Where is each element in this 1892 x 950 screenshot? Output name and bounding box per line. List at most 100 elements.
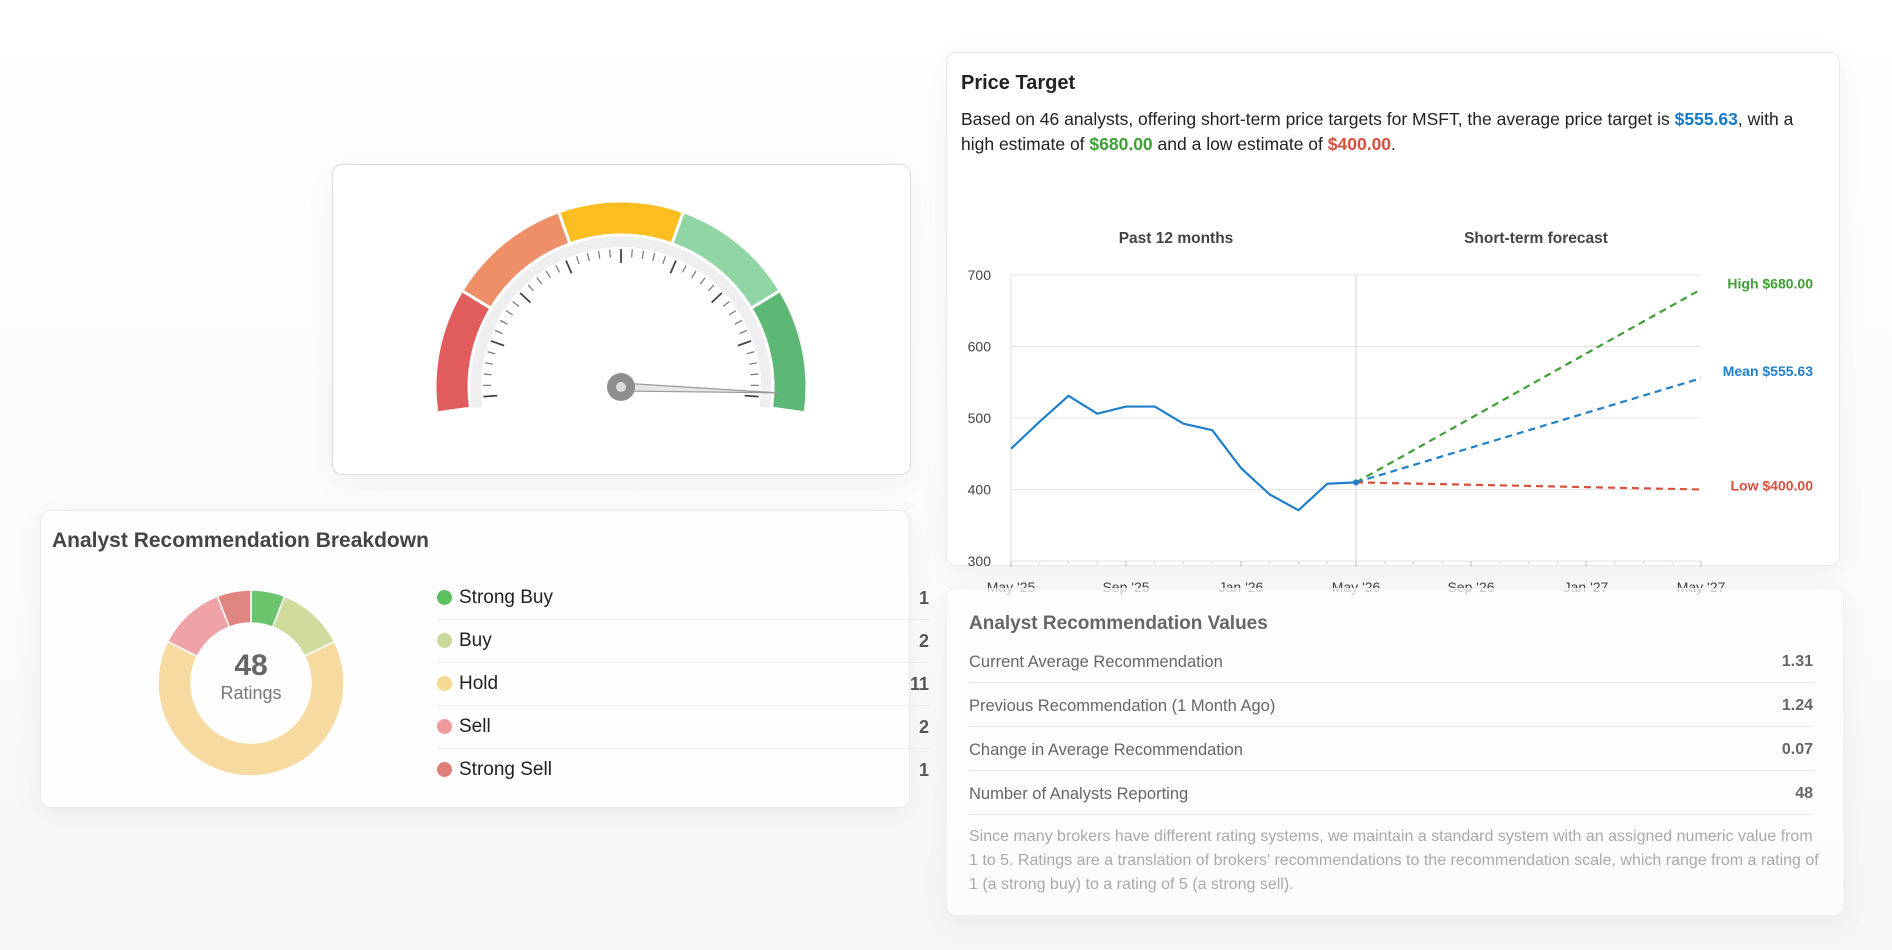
gauge-tick — [746, 351, 755, 355]
gauge-tick — [691, 270, 697, 279]
price-target-chart: Past 12 months Short-term forecast 300 400 5… — [968, 230, 1814, 595]
gauge-tick — [750, 373, 759, 376]
legend-count: 11 — [909, 674, 929, 694]
table-row: Change in Average Recommendation 0.07 — [969, 727, 1813, 771]
gauge-tick — [728, 310, 737, 316]
forecast-label: Low $400.00 — [1731, 478, 1814, 494]
desc-text: Based on 46 analysts, offering short-ter… — [961, 109, 1675, 129]
donut-slice — [216, 589, 252, 629]
forecast-line — [1355, 377, 1702, 484]
gauge-segment — [748, 288, 809, 415]
legend-label: Hold — [459, 673, 499, 694]
forecast-line — [1355, 481, 1702, 491]
price-target-title: Price Target — [961, 72, 1076, 94]
price-target-description: Based on 46 analysts, offering short-ter… — [961, 107, 1831, 157]
legend-count: 2 — [918, 717, 929, 737]
gauge-tick — [490, 340, 505, 347]
y-tick-label: 300 — [968, 553, 992, 569]
gauge-tick — [699, 277, 706, 285]
gauge-tick — [485, 362, 494, 365]
row-value: 1.24 — [1781, 697, 1813, 714]
gauge-tick — [734, 319, 743, 325]
values-title: Analyst Recommendation Values — [969, 613, 1268, 634]
legend-item-sell: Sell 2 — [437, 706, 929, 749]
table-row: Current Average Recommendation 1.31 — [969, 639, 1813, 683]
gauge-tick — [631, 249, 633, 258]
recommendation-breakdown-card: Analyst Recommendation Breakdown 48 Rati… — [40, 510, 929, 808]
gauge-tick — [739, 329, 748, 335]
gauge-tick — [527, 284, 534, 292]
gauge-tick — [512, 300, 520, 307]
row-label: Change in Average Recommendation — [969, 741, 1243, 759]
desc-text: and a low estimate of — [1152, 134, 1328, 154]
gauge-tick — [505, 310, 514, 316]
forecast-start-point — [1353, 479, 1359, 486]
gauge-tick — [545, 270, 551, 279]
gauge-tick — [575, 256, 580, 265]
gauge-tick — [652, 253, 656, 262]
row-label: Current Average Recommendation — [969, 653, 1223, 671]
strong-sell-dot — [437, 762, 452, 777]
legend-label: Strong Buy — [459, 587, 553, 608]
gauge-tick — [744, 394, 759, 398]
chart-section-label: Short-term forecast — [1464, 230, 1608, 247]
ratings-donut-chart — [157, 589, 345, 777]
gauge-tick — [708, 284, 715, 292]
gauge-tick — [487, 351, 496, 355]
row-label: Previous Recommendation (1 Month Ago) — [969, 697, 1276, 715]
sell-dot — [437, 719, 452, 734]
gauge-tick — [519, 292, 531, 304]
legend-count: 2 — [918, 631, 929, 651]
strong-buy-dot — [437, 590, 452, 605]
gauge-tick — [499, 319, 508, 325]
forecast-line — [1355, 288, 1702, 484]
legend-item-buy: Buy 2 — [437, 620, 929, 663]
rating-scale-note: Since many brokers have different rating… — [969, 828, 1819, 893]
gauge-tick — [609, 249, 611, 258]
y-tick-label: 700 — [968, 267, 992, 283]
sentiment-gauge — [433, 199, 809, 415]
y-tick-label: 600 — [968, 339, 992, 355]
forecast-label: High $680.00 — [1727, 275, 1813, 291]
gauge-tick — [536, 277, 543, 285]
donut-total: 48 — [234, 649, 268, 682]
values-table: Current Average Recommendation 1.31 Prev… — [969, 639, 1813, 815]
breakdown-legend: Strong Buy 1 Buy 2 Hold 11 Sell 2 Strong… — [437, 577, 929, 791]
row-value: 1.31 — [1781, 653, 1813, 670]
gauge-tick — [565, 260, 573, 274]
legend-label: Sell — [459, 716, 491, 737]
chart-section-label: Past 12 months — [1119, 230, 1234, 247]
buy-dot — [437, 633, 452, 648]
mean-target-value: $555.63 — [1674, 109, 1738, 129]
gauge-tick — [711, 292, 723, 304]
donut-slice — [157, 640, 345, 777]
price-history-line — [1010, 394, 1357, 512]
gauge-tick — [555, 265, 561, 273]
gauge-tick — [722, 300, 730, 307]
table-row: Previous Recommendation (1 Month Ago) 1.… — [969, 683, 1813, 727]
legend-label: Buy — [459, 630, 492, 651]
gauge-tick — [737, 340, 752, 347]
breakdown-title: Analyst Recommendation Breakdown — [52, 529, 429, 552]
gauge-tick — [669, 260, 677, 274]
desc-text: , with a high estimate of — [961, 109, 1794, 154]
gauge-tick — [494, 329, 503, 335]
legend-count: 1 — [918, 760, 929, 780]
low-target-value: $400.00 — [1327, 134, 1392, 154]
gauge-tick — [483, 373, 492, 376]
gauge-tick — [748, 362, 757, 365]
gauge-needle — [620, 382, 779, 394]
legend-item-strong-sell: Strong Sell 1 — [437, 749, 929, 791]
gauge-tick — [586, 253, 590, 262]
table-row: Number of Analysts Reporting 48 — [969, 771, 1813, 815]
y-tick-label: 400 — [968, 482, 992, 498]
hold-dot — [437, 676, 452, 691]
legend-item-strong-buy: Strong Buy 1 — [437, 577, 929, 620]
legend-count: 1 — [918, 588, 929, 608]
gauge-tick — [483, 394, 498, 398]
desc-text: . — [1391, 134, 1396, 154]
gauge-hub-center — [616, 382, 626, 392]
price-target-card: Price Target Based on 46 analysts, offer… — [946, 52, 1840, 595]
gauge-tick — [662, 256, 667, 265]
gauge-tick — [597, 250, 601, 259]
